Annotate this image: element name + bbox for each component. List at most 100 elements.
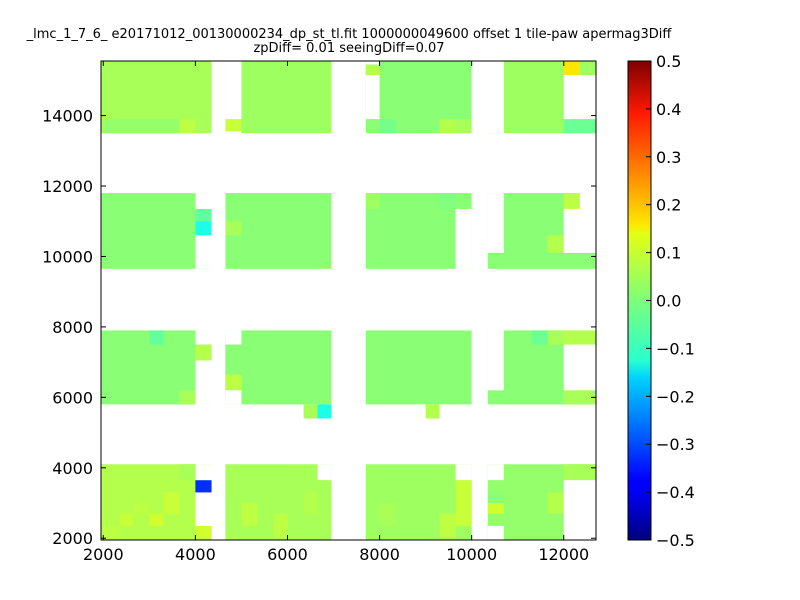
heatmap-cell — [133, 503, 150, 514]
heatmap-cell — [365, 64, 380, 76]
heatmap-blank-cell — [563, 480, 596, 540]
x-tick-label: 8000 — [359, 545, 400, 564]
heatmap-cell — [317, 404, 332, 419]
heatmap-cell — [547, 492, 564, 514]
plot-frame — [100, 60, 597, 541]
chart-title-line-2: zpDiff= 0.01 seeingDiff=0.07 — [253, 41, 444, 56]
heatmap-blank-cell — [487, 193, 504, 253]
heatmap-blank-cell — [211, 193, 226, 269]
heatmap-blank-cell — [487, 525, 504, 540]
y-tick-label: 4000 — [52, 459, 93, 478]
heatmap-blank-cell — [365, 75, 380, 120]
heatmap-blank-cell — [195, 464, 212, 481]
heatmap-region — [101, 193, 212, 269]
heatmap-cell — [273, 513, 288, 539]
y-axis: 2000 4000 6000 8000 10000 12000 14000 — [42, 107, 596, 548]
colorbar-tick-label: 0.2 — [656, 196, 681, 215]
heatmap-cell — [439, 119, 456, 134]
heatmap-cell — [195, 525, 212, 539]
heatmap-cell — [103, 525, 120, 539]
heatmap-cell — [563, 330, 596, 345]
heatmap-cell — [225, 119, 242, 132]
heatmap-cell — [563, 61, 580, 76]
colorbar: −0.5 −0.4 −0.3 −0.2 −0.1 0.0 0.1 0.2 0.3 0.4 0.5 — [627, 52, 695, 550]
heatmap-cell — [195, 480, 212, 493]
heatmap-blank-cell — [471, 61, 504, 134]
heatmap-cell — [425, 404, 440, 419]
colorbar-tick-label: 0.1 — [656, 244, 681, 263]
heatmap-blank-cell — [563, 344, 596, 391]
heatmap-cell — [225, 221, 242, 236]
colorbar-gradient — [628, 61, 651, 540]
colorbar-tick-label: −0.1 — [656, 339, 695, 358]
x-tick-label: 2000 — [83, 545, 124, 564]
heatmap-cell — [563, 119, 596, 134]
heatmap-blank-cell — [563, 208, 596, 253]
heatmap-blank-cell — [195, 235, 212, 269]
heatmap-cell — [487, 503, 504, 514]
heatmap-cell — [303, 404, 318, 419]
heatmap-cell — [103, 119, 196, 134]
colorbar-tick-label: 0.3 — [656, 148, 681, 167]
colorbar-tick-label: −0.3 — [656, 435, 695, 454]
colorbar-ticks: −0.5 −0.4 −0.3 −0.2 −0.1 0.0 0.1 0.2 0.3 0.4 0.5 — [646, 52, 695, 550]
colorbar-tick-label: 0.0 — [656, 292, 681, 311]
heatmap-cell — [225, 374, 242, 391]
y-tick-label: 2000 — [52, 529, 93, 548]
y-tick-label: 10000 — [42, 247, 93, 266]
heatmap-cell — [379, 503, 396, 526]
heatmap-blank-cells — [195, 61, 596, 540]
heatmap-cell — [439, 513, 456, 539]
heatmap-cell — [179, 390, 196, 405]
heatmap-region — [365, 330, 472, 405]
heatmap-blank-cell — [579, 193, 596, 209]
heatmap-cell — [547, 235, 564, 253]
heatmap-blank-cell — [365, 61, 380, 65]
x-tick-label: 12000 — [538, 545, 589, 564]
heatmap-plot-area — [101, 61, 596, 540]
heatmap-cell — [563, 464, 596, 481]
heatmap-blank-cell — [487, 330, 504, 391]
plot-background — [101, 61, 596, 540]
heatmap-cell — [439, 193, 456, 209]
heatmap-cell — [455, 480, 472, 526]
colorbar-tick-label: −0.2 — [656, 387, 695, 406]
heatmap-blank-cell — [471, 330, 488, 405]
colorbar-tick-label: −0.4 — [656, 483, 695, 502]
heatmap-cell — [563, 390, 596, 405]
heatmap-cell — [149, 330, 164, 345]
heatmap-cell — [455, 119, 472, 134]
heatmap-cell — [379, 119, 396, 134]
heatmap-cell — [163, 492, 180, 514]
heatmap-blank-cell — [225, 131, 242, 134]
heatmap-cell — [241, 503, 258, 526]
heatmap-cell — [547, 330, 564, 345]
heatmap-cell — [179, 464, 196, 481]
heatmap-region — [225, 193, 332, 269]
heatmap-cell — [303, 492, 318, 514]
heatmap-blank-cell — [225, 390, 242, 405]
heatmap-blank-cell — [211, 61, 226, 134]
y-tick-label: 6000 — [52, 388, 93, 407]
heatmap-region — [225, 61, 332, 134]
y-tick-label: 8000 — [52, 318, 93, 337]
heatmap-cell — [195, 344, 212, 361]
heatmap-cell — [487, 492, 504, 504]
heatmap-blank-cell — [487, 464, 504, 481]
heatmap-cell — [179, 119, 196, 134]
chart-title-line-1: _lmc_1_7_6_ e20171012_00130000234_dp_st_… — [26, 27, 673, 42]
heatmap-cells — [103, 61, 596, 539]
x-tick-label: 4000 — [175, 545, 216, 564]
heatmap-blank-cell — [455, 208, 472, 269]
x-tick-label: 6000 — [267, 545, 308, 564]
heatmap-blank-cell — [317, 464, 332, 481]
heatmap-blank-cell — [225, 61, 242, 120]
heatmap-blank-cell — [195, 492, 212, 526]
heatmap-cell — [195, 208, 212, 222]
y-tick-label: 14000 — [42, 107, 93, 126]
heatmap-cell — [119, 513, 134, 526]
heatmap-blank-cell — [471, 193, 488, 269]
heatmap-cell — [531, 330, 548, 345]
heatmap-region — [225, 330, 332, 405]
